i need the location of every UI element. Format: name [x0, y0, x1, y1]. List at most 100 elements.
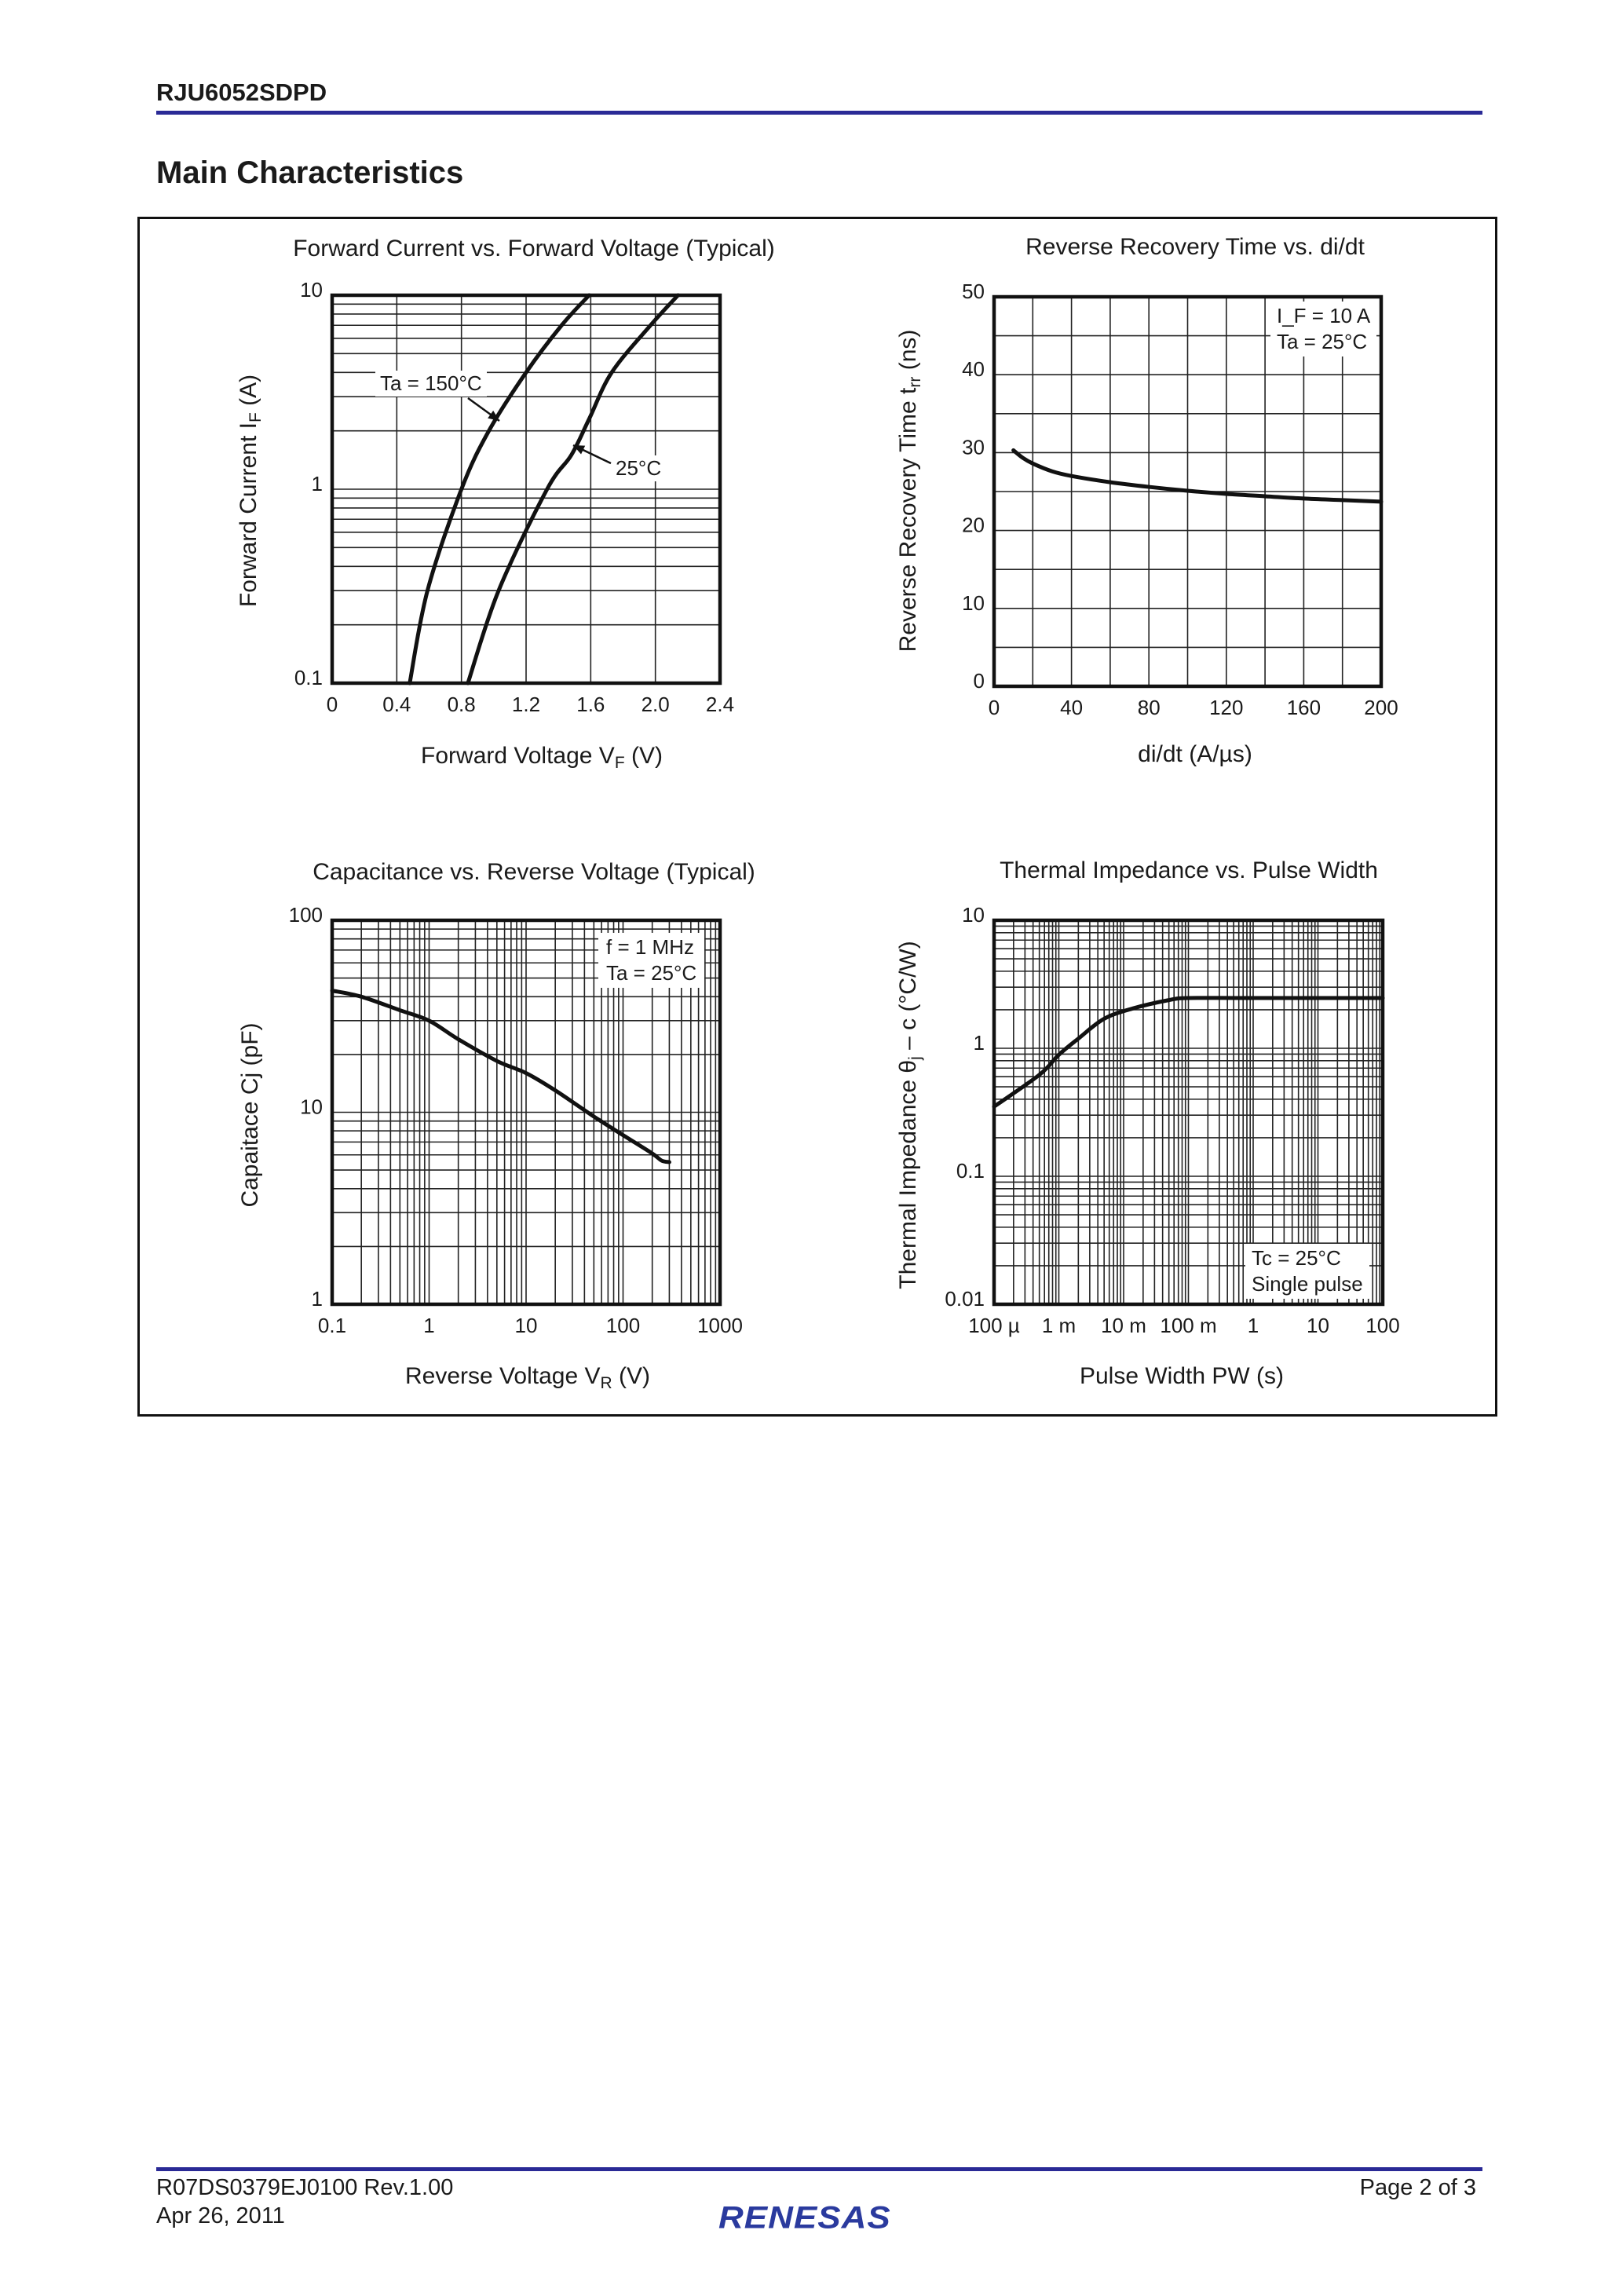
plot-border: [330, 918, 722, 1307]
y-tick-label: 100: [289, 903, 323, 927]
condition-current: I_F = 10 A: [1277, 304, 1371, 327]
condition-temperature: Ta = 25°C: [606, 961, 697, 985]
x-tick-label: 80: [1138, 696, 1161, 719]
ylabel-text: Forward Current I: [236, 422, 261, 608]
chart1-annotation-150c: Ta = 150°C: [375, 371, 487, 397]
x-tick-label: 1.2: [512, 693, 540, 716]
y-tick-label: 30: [962, 435, 985, 459]
ylabel-text: Capaitace Cj (pF): [237, 1022, 263, 1208]
y-tick-label: 0.1: [294, 666, 323, 689]
condition-pulse: Single pulse: [1252, 1272, 1363, 1296]
xlabel-sub: F: [614, 754, 625, 772]
x-tick-label: 1.6: [576, 693, 605, 716]
x-tick-label: 0: [989, 696, 1000, 719]
chart2-conditions: I_F = 10 A Ta = 25°C: [1270, 302, 1377, 356]
renesas-logo: RENESAS: [718, 2200, 891, 2236]
plot-border: [992, 294, 1384, 689]
y-tick-label: 10: [962, 591, 985, 615]
annotation-arrow-25c-head: [573, 445, 586, 455]
y-tick-label: 40: [962, 357, 985, 381]
xlabel-text: Pulse Width PW (s): [1079, 1363, 1285, 1389]
chart2-xlabel: di/dt (A/µs): [1138, 741, 1252, 768]
x-tick-label: 160: [1287, 696, 1321, 719]
chart2-ylabel: Reverse Recovery Time trr (ns): [895, 330, 925, 653]
footer-rule: [156, 2167, 1482, 2171]
ylabel-unit: – c (°C/W): [895, 941, 921, 1057]
chart3-title: Capacitance vs. Reverse Voltage (Typical…: [313, 859, 755, 885]
xlabel-text: Reverse Voltage V: [405, 1363, 601, 1389]
page-number: Page 2 of 3: [1359, 2175, 1476, 2200]
y-tick-label: 50: [962, 280, 985, 303]
y-tick-label: 0: [974, 669, 985, 693]
chart1-ylabel: Forward Current IF (A): [236, 375, 265, 607]
doc-number: R07DS0379EJ0100 Rev.1.00: [156, 2175, 454, 2200]
x-tick-label: 100: [606, 1314, 640, 1337]
series-line-1: [330, 989, 671, 1164]
doc-date: Apr 26, 2011: [156, 2203, 285, 2228]
series-line-1: [1011, 448, 1384, 504]
x-tick-label: 1: [423, 1314, 434, 1337]
series-line-2: [466, 293, 680, 686]
x-tick-label: 100: [1365, 1314, 1399, 1337]
xlabel-sub: R: [600, 1374, 612, 1392]
ylabel-sub: rr: [906, 376, 924, 388]
xlabel-text: di/dt (A/µs): [1138, 741, 1252, 767]
x-tick-label: 0.4: [382, 693, 411, 716]
x-tick-label: 1: [1248, 1314, 1259, 1337]
xlabel-text: Forward Voltage V: [421, 743, 615, 769]
x-tick-label: 100 m: [1160, 1314, 1216, 1337]
chart3-xlabel: Reverse Voltage VR (V): [405, 1363, 650, 1393]
y-tick-label: 20: [962, 514, 985, 537]
ylabel-unit: (A): [236, 374, 261, 413]
x-tick-label: 10: [515, 1314, 538, 1337]
xlabel-unit: (V): [612, 1363, 650, 1389]
x-tick-label: 0.1: [318, 1314, 346, 1337]
y-tick-label: 10: [300, 278, 323, 302]
y-tick-label: 1: [312, 472, 323, 495]
ylabel-text: Thermal Impedance θ: [895, 1059, 921, 1289]
y-tick-label: 0.1: [956, 1159, 985, 1183]
chart3-conditions: f = 1 MHz Ta = 25°C: [598, 933, 705, 988]
chart4-xlabel: Pulse Width PW (s): [1080, 1363, 1284, 1390]
y-tick-label: 1: [312, 1287, 323, 1311]
y-tick-label: 0.01: [945, 1287, 985, 1311]
chart3-ylabel: Capaitace Cj (pF): [237, 1022, 264, 1207]
y-tick-label: 10: [962, 903, 985, 927]
x-tick-label: 40: [1060, 696, 1083, 719]
condition-temperature: Tc = 25°C: [1252, 1246, 1341, 1270]
ylabel-unit: (ns): [895, 329, 921, 377]
annotation-arrow-150c-head: [488, 410, 499, 421]
x-tick-label: 0.8: [448, 693, 476, 716]
condition-temperature: Ta = 25°C: [1277, 330, 1368, 353]
x-tick-label: 2.4: [706, 693, 734, 716]
y-tick-label: 10: [300, 1095, 323, 1119]
plot-border: [992, 918, 1385, 1307]
ylabel-sub: F: [247, 412, 265, 423]
x-tick-label: 2.0: [642, 693, 670, 716]
x-tick-label: 120: [1209, 696, 1243, 719]
chart1-annotation-25c: 25°C: [612, 455, 665, 481]
chart1-title: Forward Current vs. Forward Voltage (Typ…: [293, 236, 775, 261]
x-tick-label: 10: [1307, 1314, 1329, 1337]
condition-frequency: f = 1 MHz: [606, 935, 694, 959]
plot-border: [330, 293, 722, 686]
chart1-xlabel: Forward Voltage VF (V): [421, 743, 663, 773]
x-tick-label: 0: [327, 693, 338, 716]
y-tick-label: 1: [974, 1031, 985, 1055]
chart4-ylabel: Thermal Impedance θj – c (°C/W): [895, 941, 925, 1289]
section-title: Main Characteristics: [156, 155, 464, 190]
x-tick-label: 200: [1364, 696, 1398, 719]
ylabel-sub: j: [906, 1056, 924, 1060]
chart4-conditions: Tc = 25°C Single pulse: [1245, 1244, 1369, 1299]
charts-frame: [137, 217, 1497, 1417]
chart2-title: Reverse Recovery Time vs. di/dt: [1025, 234, 1365, 260]
header-rule: [156, 111, 1482, 115]
xlabel-unit: (V): [624, 743, 663, 769]
x-tick-label: 100 µ: [968, 1314, 1020, 1337]
chart4-title: Thermal Impedance vs. Pulse Width: [1000, 857, 1378, 883]
x-tick-label: 10 m: [1101, 1314, 1146, 1337]
x-tick-label: 1000: [697, 1314, 743, 1337]
ylabel-text: Reverse Recovery Time t: [895, 387, 921, 653]
series-line-1: [992, 996, 1385, 1109]
